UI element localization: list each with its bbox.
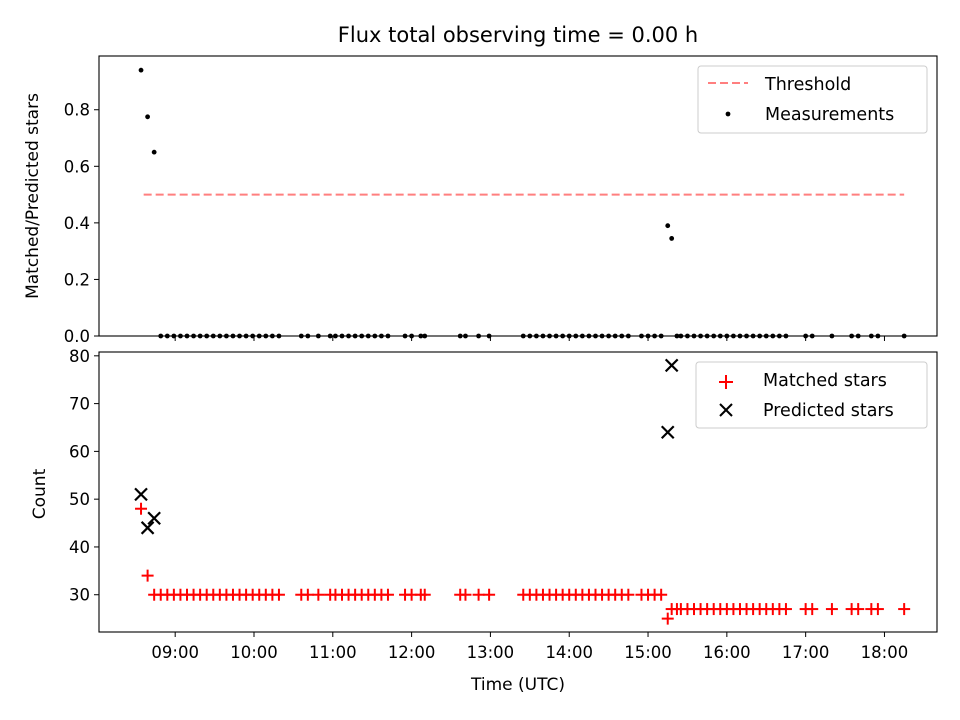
matched-star-point: [661, 612, 674, 625]
bottom-y-axis-label: Count: [30, 468, 50, 519]
top-legend-box: [697, 65, 928, 134]
y-tick-label: 80: [69, 347, 90, 366]
bottom-marks: [134, 358, 911, 625]
bottom-axes-frame: [98, 351, 938, 633]
measurement-point: [151, 149, 157, 155]
x-tick-label: 16:00: [703, 643, 751, 662]
bottom-y-ticks: 30 40 50 60 70 80: [69, 347, 99, 605]
legend-matched-label: Matched stars: [763, 371, 887, 391]
matched-star-point: [472, 588, 485, 601]
matched-star-point: [135, 502, 148, 515]
x-tick-label: 11:00: [309, 643, 357, 662]
matched-star-point: [871, 603, 884, 616]
predicted-star-point: [664, 358, 679, 373]
x-tick-label: 09:00: [151, 643, 199, 662]
predicted-star-point: [140, 521, 155, 535]
y-tick-label: 40: [69, 538, 90, 557]
measurement-point: [669, 236, 675, 241]
x-tick-label: 10:00: [230, 643, 278, 662]
y-tick-label: 70: [69, 395, 90, 414]
matched-star-point: [622, 588, 635, 601]
legend-measurements-swatch: [725, 111, 731, 117]
matched-star-point: [418, 588, 431, 601]
legend-threshold-label: Threshold: [764, 75, 851, 95]
y-tick-label: 0.6: [64, 157, 90, 176]
legend-measurements-label: Measurements: [765, 105, 894, 125]
bottom-legend: Matched stars Predicted stars: [695, 361, 928, 429]
matched-star-point: [272, 588, 285, 601]
top-marks: [138, 67, 907, 339]
x-tick-label: 13:00: [467, 643, 515, 662]
predicted-star-point: [147, 511, 161, 526]
matched-star-point: [141, 569, 154, 582]
matched-star-point: [312, 588, 325, 601]
y-tick-label: 0.2: [64, 270, 90, 289]
top-y-ticks: 0.0 0.2 0.4 0.6 0.8: [64, 101, 99, 346]
bottom-x-ticks: 09:00 10:00 11:00 12:00 13:00 14:00 15:00 16:00…: [151, 632, 908, 662]
y-tick-label: 60: [69, 442, 90, 461]
legend-matched-swatch: [719, 375, 733, 389]
bottom-panel: 30 40 50 60 70 80 09:00 10:00 11:00 12:00 13:00 14…: [30, 347, 938, 695]
matched-star-point: [852, 603, 865, 616]
x-tick-label: 12:00: [388, 643, 436, 662]
x-tick-label: 17:00: [782, 643, 830, 662]
top-y-axis-label: Matched/Predicted stars: [23, 93, 43, 299]
top-x-ticks: [174, 336, 885, 341]
legend-predicted-label: Predicted stars: [763, 401, 894, 421]
x-tick-label: 14:00: [545, 643, 593, 662]
measurement-point: [665, 223, 671, 229]
matched-star-point: [655, 588, 668, 601]
y-tick-label: 50: [69, 490, 90, 509]
predicted-star-point: [134, 487, 148, 502]
matched-star-point: [779, 603, 792, 616]
measurement-point: [138, 67, 144, 73]
top-legend: Threshold Measurements: [697, 65, 928, 134]
x-tick-label: 15:00: [624, 643, 672, 662]
matched-star-point: [301, 588, 314, 601]
y-tick-label: 0.8: [64, 101, 90, 120]
y-tick-label: 0.0: [64, 327, 90, 346]
top-axes-frame: [98, 55, 938, 337]
predicted-star-point: [660, 425, 675, 440]
matched-star-point: [381, 588, 394, 601]
y-tick-label: 30: [69, 586, 90, 605]
top-panel: 0.00.20.40.60.8 Matched/Predicted stars …: [23, 55, 938, 346]
legend-predicted-swatch: [719, 403, 733, 417]
measurement-point: [145, 114, 150, 120]
matched-star-point: [483, 588, 496, 601]
x-tick-label: 18:00: [861, 643, 909, 662]
matched-star-point: [898, 603, 911, 616]
y-tick-label: 0.4: [64, 214, 90, 233]
bottom-legend-box: [695, 361, 928, 429]
chart-title: Flux total observing time = 0.00 h: [338, 23, 698, 47]
matched-star-point: [825, 603, 838, 616]
x-axis-label: Time (UTC): [470, 675, 565, 695]
matched-star-point: [459, 588, 472, 601]
matched-star-point: [806, 603, 819, 616]
